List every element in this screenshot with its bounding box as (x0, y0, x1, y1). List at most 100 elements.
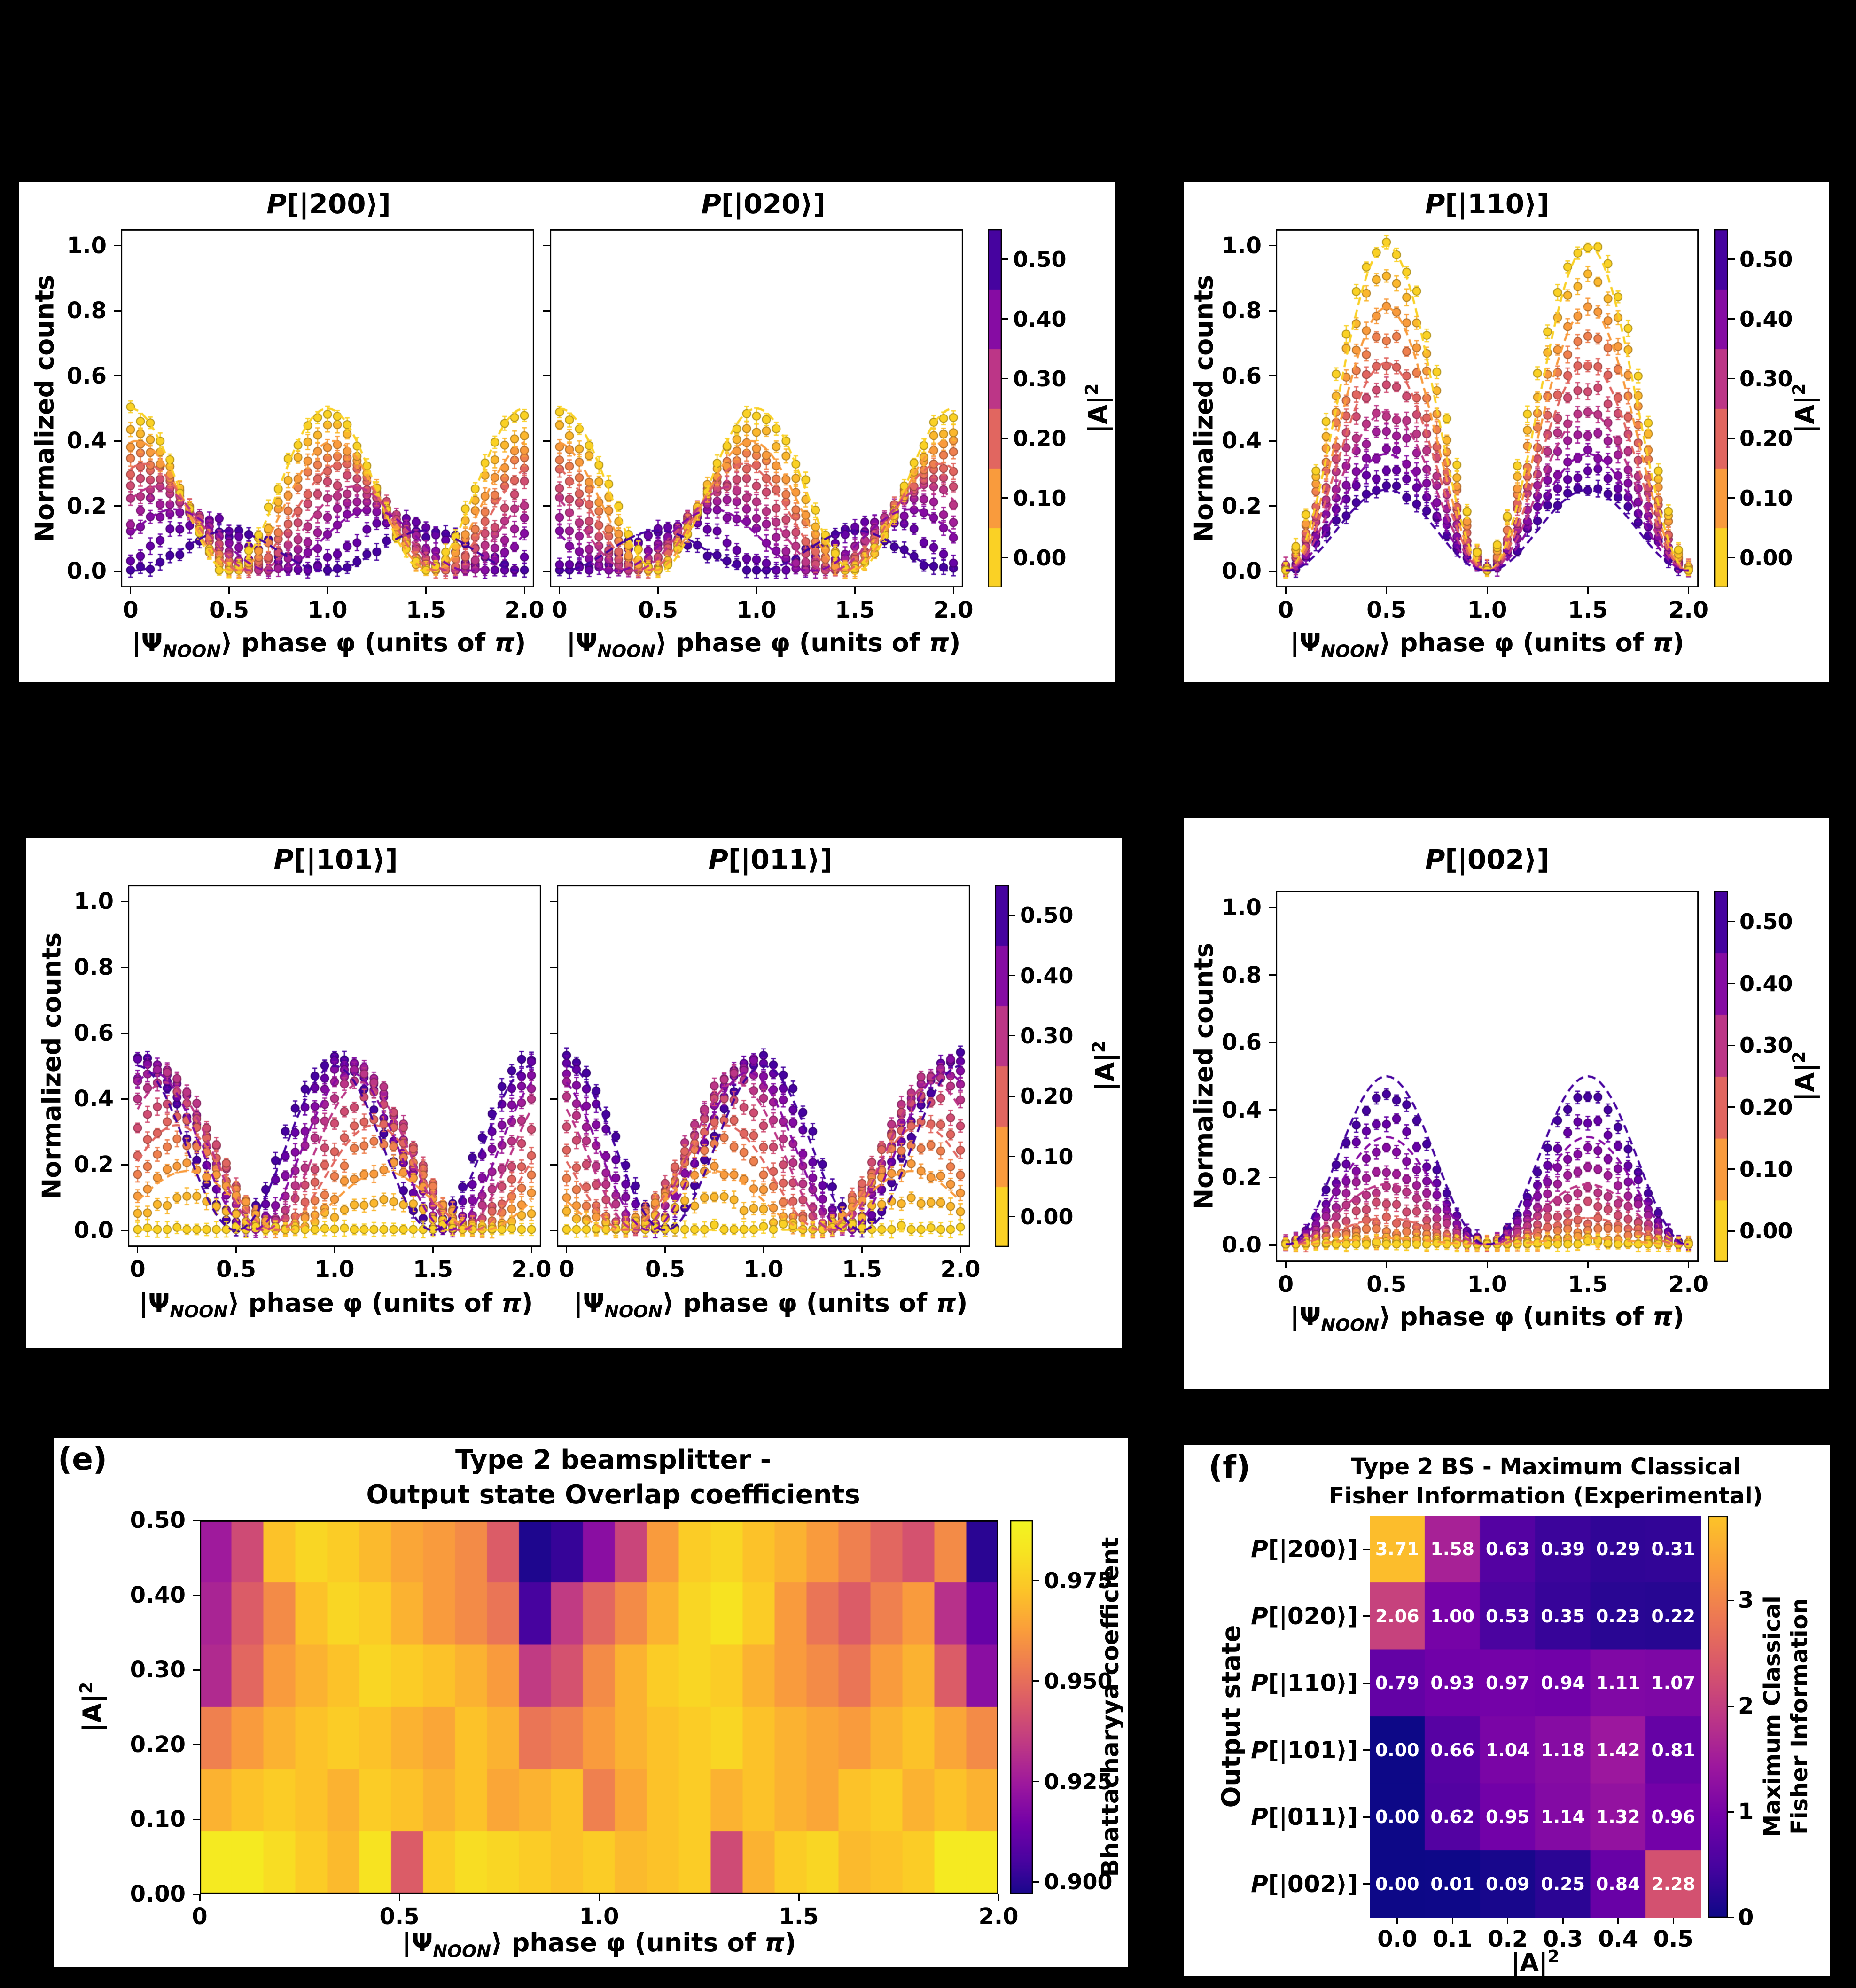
colorbar-tick-mark (1728, 258, 1735, 260)
y-tick-label: 0.00 (130, 1881, 186, 1907)
colorbar-tick-mark (1728, 1917, 1734, 1918)
colorbar-tick-mark (1728, 1230, 1735, 1232)
axes-title-p002: P[|002⟩] (1425, 844, 1550, 876)
y-tick-mark (550, 1164, 557, 1166)
colorbar-tick-label: 0.00 (1739, 1218, 1793, 1244)
colorbar-tick-label: 0.925 (1044, 1769, 1113, 1794)
x-tick-label: 0 (130, 1256, 146, 1283)
y-tick-mark (114, 505, 121, 507)
axes-title-p020: P[|020⟩] (701, 188, 826, 220)
colorbar-tick-mark (1728, 1106, 1735, 1108)
y-tick-mark (550, 1229, 557, 1231)
colorbar-tick-mark (1728, 497, 1735, 499)
col-label: 0.5 (1653, 1926, 1693, 1952)
x-tick-mark (1396, 1918, 1398, 1924)
x-tick-mark (199, 1894, 201, 1901)
y-tick-mark (550, 966, 557, 968)
x-axis-label: |ΨNOON⟩ phase φ (units of π) (1290, 628, 1684, 661)
heatmap-title-line1: Type 2 beamsplitter - (455, 1445, 771, 1475)
y-tick-mark (543, 440, 550, 442)
colorbar-tick-label: 0.20 (1013, 425, 1067, 451)
p110-plot-canvas (1276, 229, 1699, 587)
colorbar-tick-label: 3 (1738, 1587, 1754, 1613)
y-tick-label: 0.8 (73, 954, 114, 980)
y-tick-label: 0.6 (1221, 362, 1262, 389)
x-tick-mark (235, 1247, 237, 1253)
cell-value: 1.11 (1596, 1673, 1640, 1694)
colorbar-tick-mark (1033, 1781, 1039, 1783)
cell-value: 0.22 (1651, 1605, 1696, 1627)
cell-value: 0.29 (1596, 1539, 1640, 1560)
x-tick-label: 2.0 (1669, 597, 1709, 623)
colorbar-tick-mark (1728, 557, 1735, 558)
p200-plot-canvas (121, 229, 534, 587)
colorbar-tick-label: 0.50 (1013, 246, 1067, 272)
x-tick-label: 0.5 (645, 1256, 685, 1283)
x-tick-label: 1.5 (779, 1903, 819, 1930)
x-tick-mark (1386, 1262, 1388, 1268)
y-tick-label: 0.30 (130, 1657, 186, 1683)
cell-value: 0.00 (1375, 1739, 1419, 1761)
x-tick-mark (1672, 1918, 1674, 1924)
matrix-title-line2: Fisher Information (Experimental) (1329, 1483, 1763, 1509)
colorbar-tick-mark (1009, 975, 1015, 976)
y-tick-label: 0.2 (1221, 1164, 1262, 1191)
y-tick-mark (1269, 375, 1276, 377)
row-label: P[|110⟩] (1251, 1669, 1358, 1697)
cell-value: 0.35 (1541, 1605, 1585, 1627)
colorbar-tick-label: 0.00 (1013, 545, 1067, 571)
y-tick-mark (121, 900, 128, 902)
overlap-colorbar (1010, 1520, 1033, 1894)
colorbar-tick-mark (1728, 1811, 1734, 1813)
colorbar-tick-mark (1728, 921, 1735, 923)
cell-value: 0.63 (1485, 1539, 1530, 1560)
col-label: 0.0 (1377, 1926, 1418, 1952)
x-tick-label: 2.0 (511, 1256, 552, 1283)
colorbar-tick-label: 0.10 (1739, 485, 1793, 511)
colorbar-tick-label: 0.40 (1020, 963, 1074, 988)
x-tick-label: 0.5 (638, 597, 678, 623)
x-axis-label: |ΨNOON⟩ phase φ (units of π) (566, 628, 961, 661)
colorbar-label: |A|2 (1789, 1051, 1820, 1102)
p020-plot-canvas (550, 229, 963, 587)
cell-value: 3.71 (1375, 1539, 1419, 1560)
y-tick-mark (1363, 1615, 1370, 1617)
p011-plot-canvas (557, 885, 970, 1247)
x-axis-label: |ΨNOON⟩ phase φ (units of π) (139, 1288, 533, 1322)
cell-value: 0.84 (1596, 1873, 1640, 1894)
colorbar-tick-mark (1728, 318, 1735, 320)
panel-a-200-020: P[|200⟩] P[|020⟩] Normalized counts |ΨNO… (19, 182, 1115, 682)
axes-title-p110: P[|110⟩] (1425, 188, 1550, 220)
cell-value: 0.25 (1541, 1873, 1585, 1894)
y-tick-mark (543, 570, 550, 572)
colorbar-tick-mark (1033, 1680, 1039, 1682)
y-tick-mark (1363, 1816, 1370, 1818)
y-tick-mark (550, 1032, 557, 1034)
colorbar-tick-mark (1009, 1156, 1015, 1157)
x-axis-label: |A|2 (1511, 1947, 1560, 1977)
x-tick-label: 1.0 (743, 1256, 784, 1283)
x-tick-mark (228, 587, 230, 594)
colorbar-tick-label: 0.40 (1739, 971, 1793, 996)
y-tick-mark (193, 1818, 200, 1820)
cell-value: 0.97 (1485, 1673, 1530, 1694)
y-tick-mark (1269, 1176, 1276, 1178)
x-tick-label: 1.5 (1567, 1271, 1608, 1298)
y-tick-label: 0.0 (1221, 558, 1262, 585)
fisher-matrix-canvas (1370, 1516, 1701, 1918)
cell-value: 0.23 (1596, 1605, 1640, 1627)
x-tick-mark (598, 1894, 600, 1901)
y-tick-label: 0.0 (1221, 1232, 1262, 1259)
p002-plot-canvas (1276, 891, 1699, 1262)
x-tick-label: 0.5 (1366, 1271, 1407, 1298)
y-tick-label: 0.50 (130, 1507, 186, 1534)
y-tick-mark (121, 1032, 128, 1034)
x-tick-mark (398, 1894, 400, 1901)
x-tick-label: 1.5 (406, 597, 446, 623)
cell-value: 1.00 (1430, 1605, 1475, 1627)
y-tick-label: 0.8 (1221, 297, 1262, 324)
y-tick-mark (114, 245, 121, 247)
y-tick-mark (550, 900, 557, 902)
x-tick-mark (756, 587, 757, 594)
colorbar-tick-label: 0.30 (1739, 1033, 1793, 1058)
